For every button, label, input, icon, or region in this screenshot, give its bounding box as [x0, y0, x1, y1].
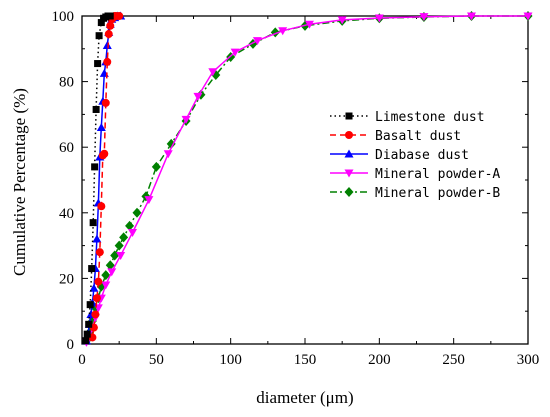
data-point [337, 16, 347, 25]
data-point [101, 98, 110, 107]
data-point [94, 277, 103, 286]
legend-item-limestone-dust: Limestone dust [330, 110, 485, 125]
data-point [105, 260, 115, 271]
data-point [166, 138, 176, 149]
series-layer [81, 11, 533, 347]
legend-marker [344, 169, 354, 178]
legend: Limestone dust Basalt dust Diabase dust Min… [330, 110, 500, 201]
data-point [86, 301, 94, 309]
data-point [248, 38, 258, 49]
y-tick-label: 20 [59, 271, 74, 287]
x-tick-label: 200 [368, 352, 391, 368]
legend-item-mineral-powder-a: Mineral powder-A [330, 167, 500, 182]
data-point [92, 234, 102, 243]
data-point [114, 240, 124, 251]
legend-item-basalt-dust: Basalt dust [330, 129, 461, 144]
data-point [151, 161, 161, 172]
data-point [106, 21, 115, 30]
legend-item-mineral-powder-b: Mineral powder-B [330, 186, 500, 201]
data-point [523, 12, 533, 21]
data-point [88, 265, 96, 273]
x-axis: 0 50 100 150 200 250 300 [78, 16, 539, 368]
data-point [100, 149, 109, 158]
data-point [83, 330, 91, 338]
data-point [103, 57, 112, 66]
legend-marker [344, 187, 354, 197]
y-axis: 0 20 40 60 80 100 [52, 9, 528, 353]
x-tick-label: 300 [517, 352, 540, 368]
data-point [107, 268, 117, 277]
x-tick-label: 250 [442, 352, 465, 368]
legend-label: Mineral powder-B [375, 186, 500, 201]
data-point [89, 283, 99, 292]
data-point [96, 123, 106, 132]
data-point [208, 68, 218, 77]
y-tick-label: 60 [59, 140, 74, 156]
data-point [119, 232, 129, 243]
data-point [92, 294, 101, 303]
y-axis-title: Cumulative Percentage (%) [10, 88, 29, 276]
x-tick-label: 0 [78, 352, 86, 368]
y-tick-label: 100 [52, 9, 75, 25]
data-point [132, 207, 142, 218]
legend-label: Limestone dust [375, 110, 485, 125]
legend-marker [345, 131, 353, 139]
series-line-mineral-powder-b [85, 15, 528, 341]
data-point [91, 163, 99, 171]
y-tick-label: 80 [59, 75, 74, 91]
legend-marker [345, 112, 353, 120]
x-axis-title: diameter (μm) [256, 388, 353, 407]
data-point [95, 248, 104, 257]
y-tick-label: 40 [59, 206, 74, 222]
legend-label: Mineral powder-A [375, 167, 500, 182]
data-point [181, 115, 191, 124]
data-point [95, 32, 103, 40]
data-point [374, 14, 384, 23]
data-point [104, 30, 113, 39]
data-point [116, 251, 126, 260]
data-point [85, 320, 93, 328]
data-point [467, 12, 477, 21]
data-point [92, 105, 100, 113]
legend-label: Basalt dust [375, 129, 461, 144]
data-point [101, 270, 111, 281]
data-point [163, 150, 173, 159]
series-limestone-dust [82, 12, 114, 345]
data-point [94, 60, 102, 68]
data-point [106, 12, 114, 20]
data-point [97, 19, 105, 27]
x-tick-label: 100 [219, 352, 242, 368]
data-point [144, 196, 154, 205]
data-point [230, 48, 240, 57]
data-point [102, 41, 112, 50]
data-point [128, 228, 138, 237]
legend-label: Diabase dust [375, 148, 469, 163]
data-point [115, 12, 124, 20]
legend-marker [344, 149, 354, 158]
data-point [91, 310, 100, 319]
data-point [125, 220, 135, 231]
data-point [278, 27, 288, 36]
data-point [419, 13, 429, 22]
y-tick-label: 0 [67, 337, 75, 353]
data-point [101, 281, 111, 290]
x-tick-label: 150 [294, 352, 317, 368]
legend-item-diabase-dust: Diabase dust [330, 148, 469, 163]
data-point [304, 20, 314, 29]
x-tick-label: 50 [149, 352, 164, 368]
data-point [193, 92, 203, 101]
data-point [89, 219, 97, 227]
data-point [82, 337, 90, 345]
data-point [252, 37, 262, 46]
data-point [97, 202, 106, 211]
